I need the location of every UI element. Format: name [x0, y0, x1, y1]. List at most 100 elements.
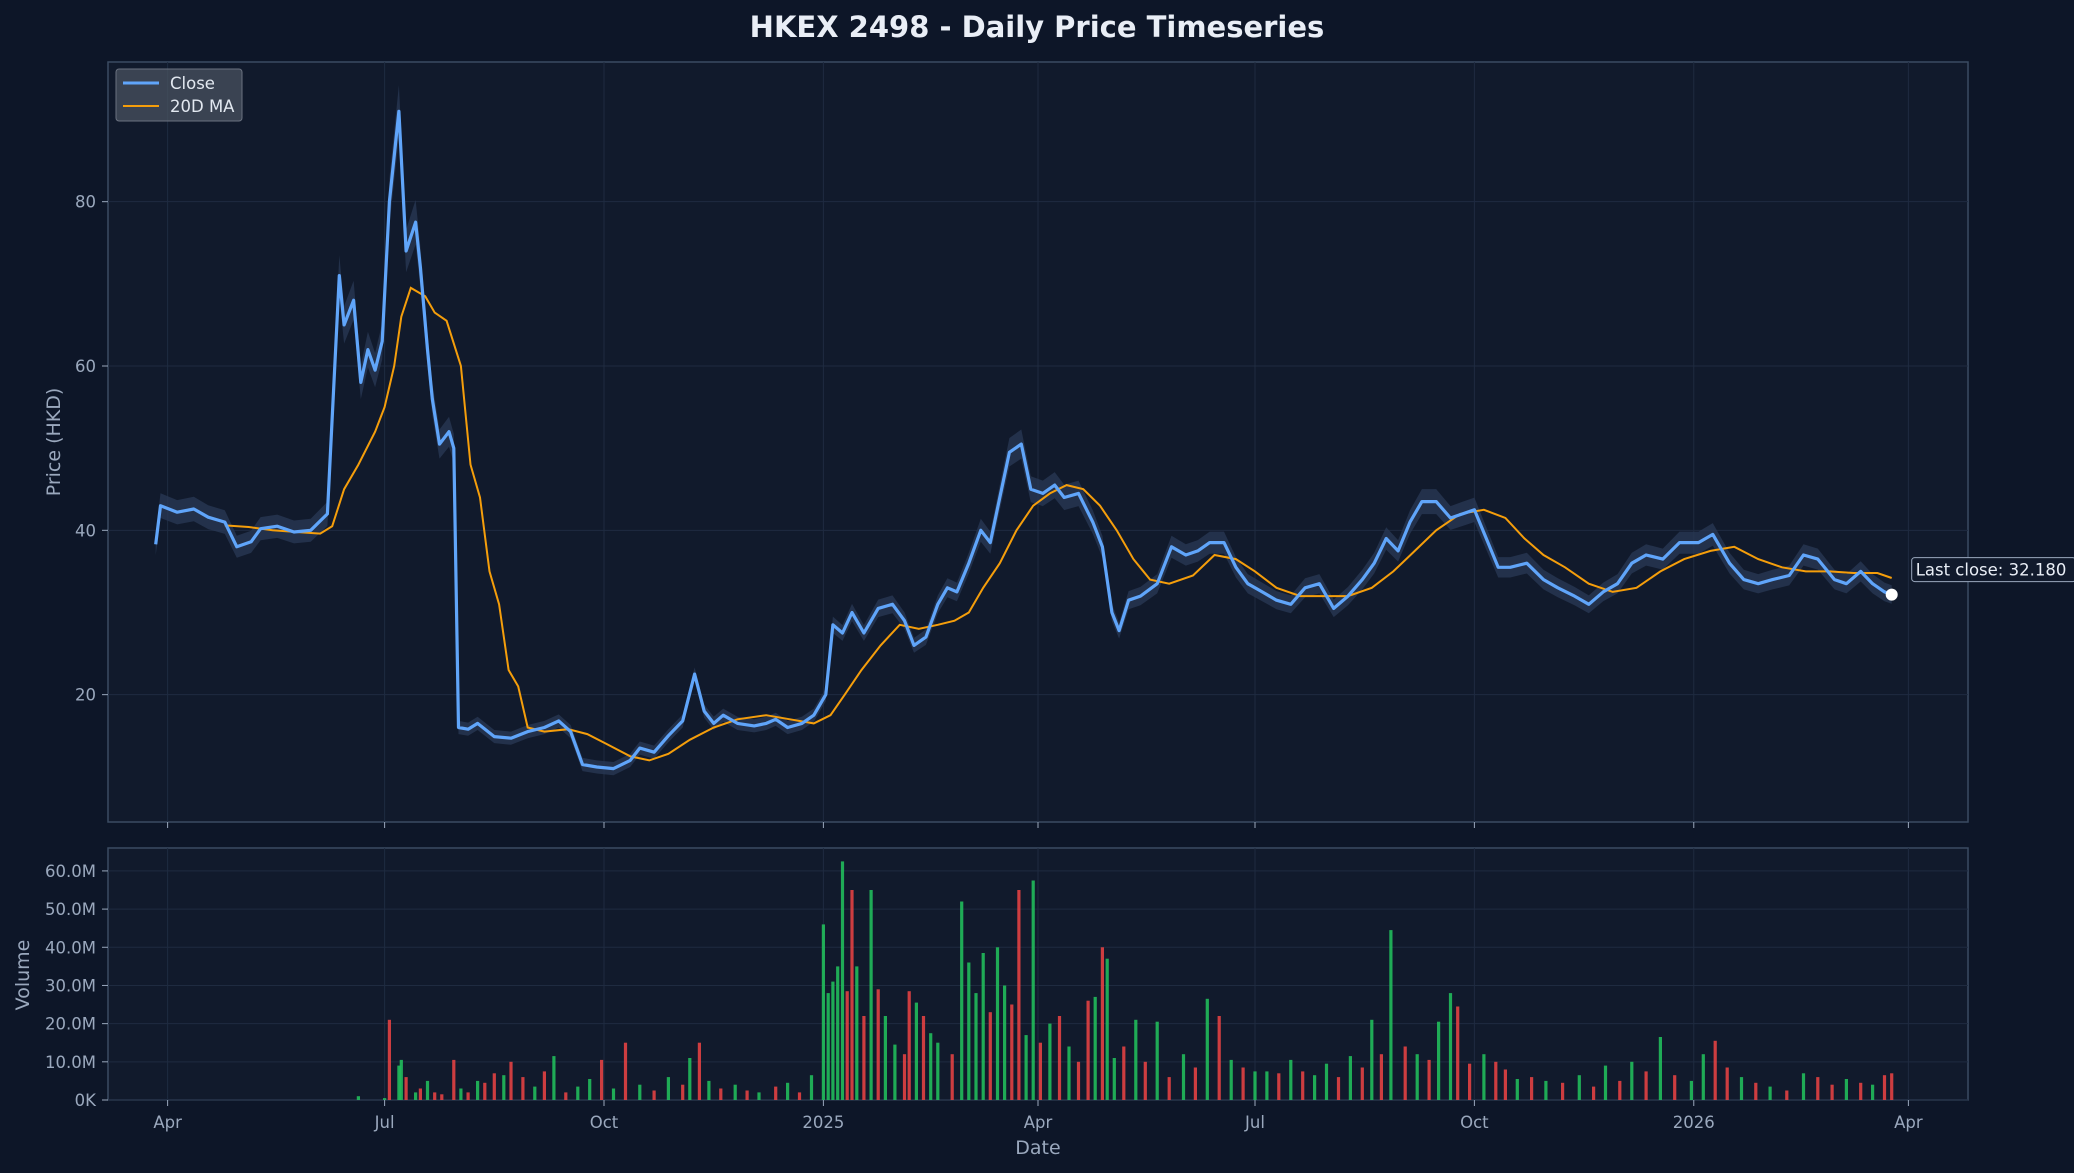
- volume-y-tick-label: 10.0M: [45, 1053, 96, 1072]
- volume-bar: [1618, 1080, 1622, 1100]
- volume-bar: [774, 1086, 778, 1100]
- volume-bar: [576, 1086, 580, 1100]
- volume-bar: [533, 1086, 537, 1100]
- volume-bar: [1038, 1042, 1042, 1100]
- volume-bar: [1768, 1086, 1772, 1100]
- volume-bar: [1370, 1019, 1374, 1100]
- volume-bar: [1389, 930, 1393, 1100]
- volume-bar: [1100, 947, 1104, 1100]
- close-line: [154, 109, 1893, 771]
- volume-bar: [1603, 1065, 1608, 1100]
- volume-bar: [981, 953, 985, 1100]
- volume-bar: [1577, 1075, 1581, 1100]
- volume-bar: [697, 1042, 701, 1100]
- volume-y-axis-label: Volume: [12, 940, 34, 1011]
- volume-bar: [440, 1094, 444, 1100]
- volume-bar: [1673, 1075, 1677, 1100]
- volume-bar: [1010, 1004, 1014, 1100]
- volume-bar: [1229, 1059, 1233, 1100]
- volume-bar: [1785, 1090, 1789, 1100]
- volume-bar: [974, 993, 978, 1100]
- volume-bar: [826, 993, 830, 1100]
- volume-bar: [1134, 1019, 1138, 1100]
- volume-bar: [1205, 998, 1209, 1100]
- volume-bar: [1241, 1067, 1245, 1100]
- volume-bar: [600, 1059, 604, 1100]
- volume-bar: [950, 1054, 954, 1100]
- volume-bar: [1403, 1046, 1407, 1100]
- volume-bar: [1592, 1086, 1596, 1100]
- volume-bar: [1076, 1061, 1081, 1100]
- last-close-marker: [1885, 588, 1898, 601]
- volume-bar: [1561, 1082, 1565, 1100]
- volume-y-tick-label: 30.0M: [45, 976, 96, 995]
- volume-bar: [433, 1092, 437, 1100]
- volume-bar: [1277, 1073, 1281, 1100]
- volume-y-tick-label: 40.0M: [45, 938, 96, 957]
- volume-bar: [836, 966, 840, 1100]
- volume-bar: [1003, 985, 1007, 1100]
- volume-bar: [387, 1019, 391, 1100]
- volume-bar: [1181, 1054, 1186, 1100]
- volume-bar: [1456, 1006, 1460, 1100]
- x-tick-label: Oct: [590, 1113, 619, 1132]
- chart-title: HKEX 2498 - Daily Price Timeseries: [750, 10, 1325, 44]
- volume-bar: [1739, 1077, 1744, 1100]
- volume-bar: [757, 1092, 761, 1100]
- volume-bar: [492, 1073, 496, 1100]
- volume-bar: [466, 1092, 470, 1100]
- volume-bar: [1448, 993, 1453, 1100]
- volume-bar: [638, 1084, 642, 1100]
- volume-bar: [1882, 1075, 1887, 1100]
- volume-bar: [1122, 1046, 1126, 1100]
- volume-bar: [483, 1082, 487, 1100]
- volume-bar: [1193, 1067, 1197, 1100]
- volume-bar: [611, 1088, 616, 1100]
- volume-bar: [1324, 1063, 1329, 1100]
- volume-bar: [1427, 1059, 1431, 1100]
- volume-bar: [869, 890, 873, 1100]
- volume-bar: [862, 1016, 866, 1100]
- x-tick-label: Apr: [153, 1113, 182, 1132]
- volume-bar: [1503, 1069, 1507, 1100]
- volume-bar: [988, 1012, 992, 1100]
- volume-bar: [552, 1056, 556, 1100]
- volume-bar: [1155, 1021, 1159, 1100]
- volume-y-tick-label: 60.0M: [45, 862, 96, 881]
- volume-bar: [404, 1077, 408, 1100]
- volume-bar: [397, 1065, 401, 1100]
- volume-bar: [1017, 890, 1021, 1100]
- volume-bars: [356, 861, 1894, 1100]
- volume-bar: [1105, 958, 1109, 1100]
- volume-bar: [1844, 1079, 1848, 1100]
- volume-bar: [476, 1080, 480, 1100]
- volume-bar: [907, 991, 911, 1100]
- volume-bar: [383, 1098, 387, 1100]
- volume-bar: [1859, 1082, 1863, 1100]
- volume-bar: [967, 962, 971, 1100]
- volume-bar: [921, 1016, 926, 1100]
- legend-ma-label: 20D MA: [170, 97, 235, 116]
- volume-bar: [1265, 1071, 1269, 1100]
- volume-bar: [1515, 1079, 1519, 1100]
- volume-bar: [652, 1090, 656, 1100]
- volume-y-tick-label: 50.0M: [45, 900, 96, 919]
- volume-bar: [1689, 1080, 1693, 1100]
- volume-bar: [902, 1054, 907, 1100]
- price-y-tick-label: 60: [75, 357, 96, 376]
- volume-bar: [929, 1033, 933, 1100]
- volume-bar: [1336, 1077, 1341, 1100]
- volume-bar: [1289, 1059, 1293, 1100]
- volume-bar: [1313, 1075, 1317, 1100]
- x-tick-label: 2025: [802, 1113, 844, 1132]
- volume-bar: [1630, 1061, 1634, 1100]
- volume-bar: [1024, 1035, 1028, 1100]
- volume-bar: [1890, 1073, 1894, 1100]
- volume-bar: [681, 1084, 685, 1100]
- volume-bar: [876, 989, 880, 1100]
- price-y-axis-label: Price (HKD): [43, 388, 65, 497]
- volume-bar: [1360, 1067, 1364, 1100]
